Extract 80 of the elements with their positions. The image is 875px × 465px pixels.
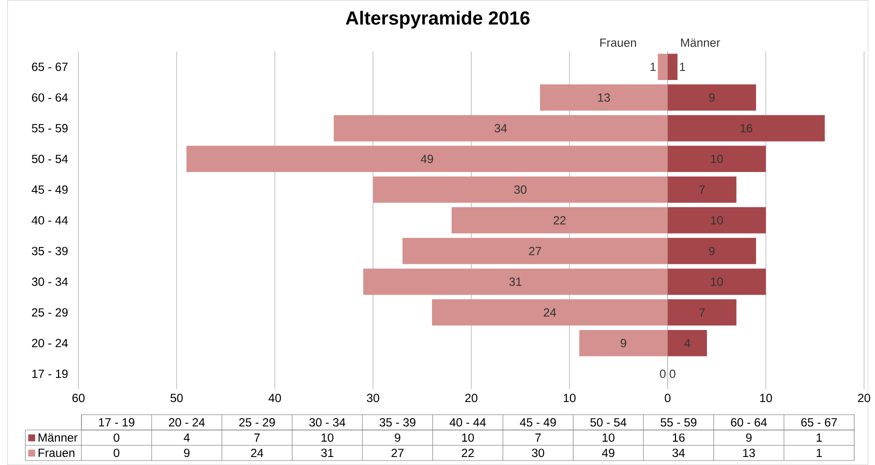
text: 34 [672,448,685,457]
category-label: 65 - 67 [801,418,837,426]
x-tick-label: 10 [760,394,772,402]
x-tick-label: 40 [268,394,281,402]
data-label: 4 [684,338,690,348]
data-label: 1 [680,62,686,71]
data-label: 0 [670,370,676,378]
category-label: 45 - 49 [520,418,556,426]
text: Frauen [600,38,636,47]
category-label: 35 - 39 [380,418,416,426]
chart-title: Alterspyramide 2016 [346,10,530,28]
data-label: 22 [554,216,566,224]
x-tick-label: 10 [564,394,576,402]
y-tick-label: 25 - 29 [32,308,68,316]
data-label: 49 [420,154,434,164]
data-label: 10 [711,277,723,286]
text: 9 [746,433,752,442]
y-tick-label: 50 - 54 [32,154,68,164]
category-label: 30 - 34 [309,418,346,426]
data-label: 9 [620,338,626,348]
legend-label: Frauen [38,448,74,457]
data-label: 0 [660,370,666,378]
category-label: 20 - 24 [168,418,205,426]
data-label: 9 [709,246,715,256]
data-label: 30 [514,185,526,194]
text: 9 [184,448,190,457]
text: 22 [462,448,474,457]
data-label: 1 [650,62,656,71]
data-label: 34 [494,124,507,132]
y-tick-label: 45 - 49 [32,185,68,194]
data-label: 24 [544,308,556,316]
text: 1 [816,448,822,457]
category-label: 60 - 64 [731,418,767,426]
text: 9 [394,433,400,442]
text: 31 [321,448,334,457]
y-tick-label: 55 - 59 [32,124,68,132]
x-tick-label: 0 [664,394,670,402]
category-label: 25 - 29 [239,418,275,426]
text: 27 [392,448,404,457]
data-label: 16 [740,124,752,132]
y-tick-label: 40 - 44 [32,216,68,224]
data-label: 7 [699,185,705,194]
text: 30 [532,448,544,457]
text: 10 [602,433,614,442]
text: 16 [672,433,685,442]
x-tick-label: 50 [170,394,183,402]
data-label: 13 [598,93,610,102]
text: 0 [114,448,120,457]
category-label: 55 - 59 [660,418,696,426]
y-tick-label: 65 - 67 [32,62,68,71]
x-tick-label: 60 [72,394,85,402]
text: 1 [816,433,822,442]
data-label: 27 [529,246,542,256]
text: 24 [251,448,264,457]
text: 10 [462,433,474,442]
data-label: 31 [509,277,522,286]
y-tick-label: 30 - 34 [32,277,68,286]
text: 49 [602,448,614,457]
text: 7 [535,433,541,442]
category-label: 17 - 19 [99,418,134,426]
text: 7 [254,433,260,442]
data-label: 10 [711,216,723,224]
data-label: 10 [711,154,723,164]
data-label: 7 [699,308,705,316]
text: 13 [743,448,755,457]
x-tick-label: 20 [858,394,870,402]
text: Männer [681,38,720,47]
text: 10 [322,433,334,442]
category-label: 50 - 54 [590,418,626,426]
text: 4 [184,433,190,442]
y-tick-label: 17 - 19 [32,370,68,378]
x-tick-label: 20 [465,394,478,402]
y-tick-label: 20 - 24 [32,338,68,348]
legend-label: Männer [38,433,78,442]
y-tick-label: 60 - 64 [32,93,68,102]
category-label: 40 - 44 [450,418,486,426]
data-label: 9 [709,93,715,102]
y-tick-label: 35 - 39 [32,246,68,256]
text: 0 [114,433,120,442]
x-tick-label: 30 [366,394,380,402]
